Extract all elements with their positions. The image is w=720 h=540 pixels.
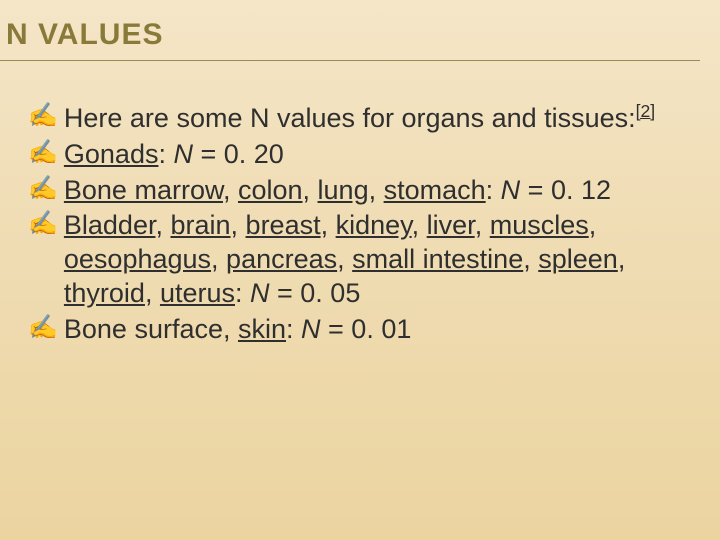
organ-link[interactable]: Bone marrow — [64, 175, 223, 205]
italic-n: N — [301, 314, 321, 344]
text-run: , — [523, 244, 538, 274]
organ-link[interactable]: lung — [318, 175, 369, 205]
bullet-text: Bone marrow, colon, lung, stomach: N = 0… — [64, 174, 700, 208]
bullet-text: Gonads: N = 0. 20 — [64, 138, 700, 172]
text-run: , — [321, 210, 336, 240]
text-run: : — [286, 314, 301, 344]
text-run: , — [412, 210, 427, 240]
slide-title: N VALUES — [0, 18, 700, 52]
text-run: Bone surface, — [64, 314, 238, 344]
organ-link[interactable]: liver — [427, 210, 475, 240]
italic-n: N — [250, 278, 270, 308]
organ-link[interactable]: Bladder — [64, 210, 156, 240]
bullet-glyph-icon: ✍ — [28, 313, 58, 344]
value-text: = 0. 01 — [321, 314, 412, 344]
organ-link[interactable]: colon — [238, 175, 303, 205]
text-run: , — [337, 244, 352, 274]
slide: N VALUES ✍ Here are some N values for or… — [0, 0, 720, 540]
text-run: , — [475, 210, 490, 240]
text-run: , — [155, 210, 170, 240]
organ-link[interactable]: skin — [238, 314, 286, 344]
organ-link[interactable]: uterus — [160, 278, 235, 308]
bullet-glyph-icon: ✍ — [28, 138, 58, 169]
value-text: = 0. 05 — [270, 278, 361, 308]
italic-n: N — [501, 175, 521, 205]
organ-link[interactable]: spleen — [538, 244, 618, 274]
organ-link[interactable]: stomach — [384, 175, 486, 205]
organ-link[interactable]: brain — [170, 210, 230, 240]
organ-link[interactable]: oesophagus — [64, 244, 211, 274]
bullet-item: ✍ Bone marrow, colon, lung, stomach: N =… — [28, 174, 700, 208]
value-text: = 0. 20 — [193, 139, 284, 169]
text-run: , — [589, 210, 597, 240]
text-run: , — [369, 175, 384, 205]
bullet-item: ✍ Bladder, brain, breast, kidney, liver,… — [28, 209, 700, 310]
bullet-glyph-icon: ✍ — [28, 209, 58, 240]
value-text: = 0. 12 — [520, 175, 611, 205]
bullet-item: ✍ Here are some N values for organs and … — [28, 101, 700, 136]
organ-link[interactable]: breast — [246, 210, 321, 240]
bullet-item: ✍ Bone surface, skin: N = 0. 01 — [28, 313, 700, 347]
organ-link[interactable]: small intestine — [352, 244, 523, 274]
bullet-item: ✍ Gonads: N = 0. 20 — [28, 138, 700, 172]
bullet-glyph-icon: ✍ — [28, 174, 58, 205]
text-run: Here are some N values for organs and ti… — [64, 103, 636, 133]
slide-content: ✍ Here are some N values for organs and … — [0, 101, 700, 346]
text-run: , — [231, 210, 246, 240]
text-run: , — [303, 175, 318, 205]
organ-link[interactable]: Gonads — [64, 139, 159, 169]
bullet-text: Here are some N values for organs and ti… — [64, 101, 700, 136]
bullet-glyph-icon: ✍ — [28, 101, 58, 132]
text-run: , — [223, 175, 238, 205]
italic-n: N — [173, 139, 193, 169]
bullet-text: Bone surface, skin: N = 0. 01 — [64, 313, 700, 347]
text-run: : — [235, 278, 250, 308]
reference-link[interactable]: [2] — [636, 101, 656, 121]
organ-link[interactable]: thyroid — [64, 278, 145, 308]
text-run: : — [158, 139, 173, 169]
title-underline — [0, 60, 700, 61]
text-run: , — [145, 278, 160, 308]
bullet-text: Bladder, brain, breast, kidney, liver, m… — [64, 209, 700, 310]
text-run: , — [618, 244, 626, 274]
organ-link[interactable]: kidney — [336, 210, 412, 240]
text-run: : — [486, 175, 501, 205]
text-run: , — [211, 244, 226, 274]
organ-link[interactable]: muscles — [490, 210, 589, 240]
organ-link[interactable]: pancreas — [226, 244, 337, 274]
